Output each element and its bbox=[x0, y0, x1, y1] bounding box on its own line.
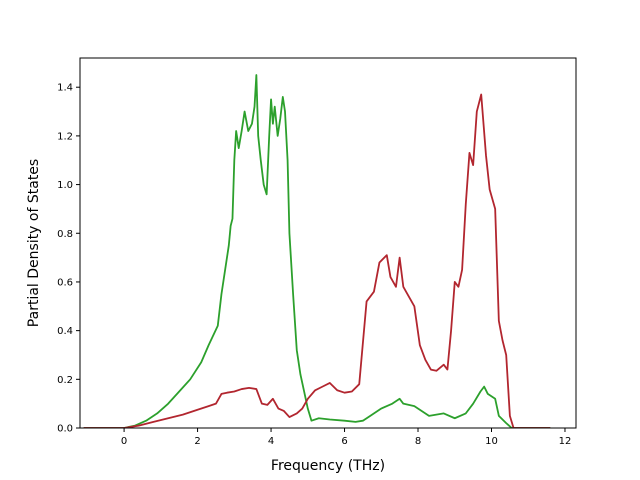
x-axis-label: Frequency (THz) bbox=[271, 458, 385, 474]
x-tick-label: 4 bbox=[268, 436, 274, 447]
series-line-1 bbox=[83, 74, 551, 428]
y-tick-label: 0.4 bbox=[57, 326, 73, 337]
y-tick-label: 0.6 bbox=[57, 277, 73, 288]
y-tick-label: 1.0 bbox=[57, 180, 73, 191]
y-tick-label: 1.4 bbox=[57, 83, 73, 94]
x-tick-label: 10 bbox=[485, 436, 498, 447]
y-ticks: 0.0 0.2 0.4 0.6 0.8 1.0 1.2 1.4 bbox=[57, 83, 80, 435]
x-tick-label: 6 bbox=[341, 436, 347, 447]
y-tick-label: 0.0 bbox=[57, 424, 73, 435]
x-tick-label: 2 bbox=[194, 436, 200, 447]
x-ticks: 0 2 4 6 8 10 12 bbox=[121, 428, 571, 447]
y-axis-label: Partial Density of States bbox=[26, 159, 42, 327]
series-line-2 bbox=[83, 93, 551, 428]
plot-frame bbox=[79, 57, 577, 429]
x-tick-label: 8 bbox=[415, 436, 421, 447]
y-tick-label: 1.2 bbox=[57, 131, 73, 142]
y-tick-label: 0.2 bbox=[57, 375, 73, 386]
series-layer bbox=[83, 74, 551, 428]
y-tick-label: 0.8 bbox=[57, 229, 73, 240]
x-tick-label: 0 bbox=[121, 436, 127, 447]
x-tick-label: 12 bbox=[559, 436, 572, 447]
